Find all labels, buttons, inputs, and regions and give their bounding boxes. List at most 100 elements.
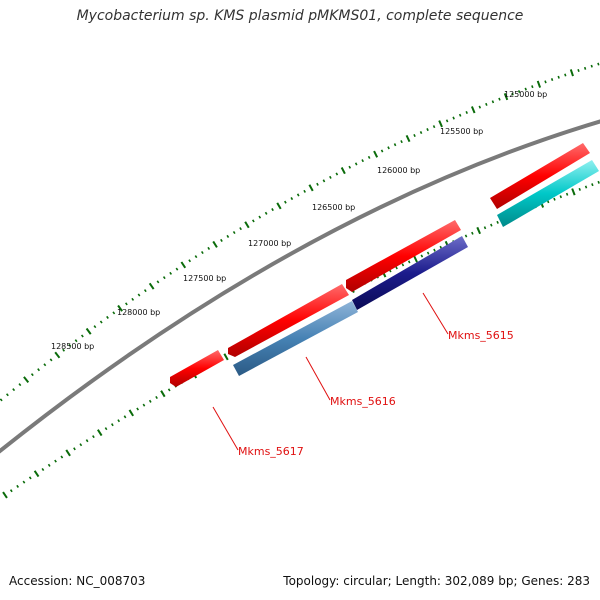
minor-tick <box>93 436 94 438</box>
gene-label[interactable]: Mkms_5615 <box>448 329 514 342</box>
major-tick <box>414 256 417 262</box>
minor-tick <box>349 166 350 168</box>
major-tick <box>24 377 28 382</box>
leader-line <box>213 407 238 450</box>
major-tick <box>224 354 227 360</box>
major-tick <box>87 328 91 334</box>
minor-tick <box>169 389 170 391</box>
minor-tick <box>82 335 84 337</box>
minor-tick <box>421 255 422 257</box>
major-tick <box>342 167 345 173</box>
minor-tick <box>7 394 9 396</box>
minor-tick <box>460 114 461 116</box>
minor-tick <box>447 120 448 122</box>
minor-tick <box>124 416 125 418</box>
ruler-label: 127000 bp <box>248 239 291 248</box>
minor-tick <box>434 125 435 127</box>
minor-tick <box>170 272 171 274</box>
ruler-label: 125500 bp <box>440 127 483 136</box>
major-tick <box>66 450 70 456</box>
minor-tick <box>579 188 580 190</box>
minor-tick <box>105 428 106 430</box>
minor-tick <box>227 235 228 237</box>
major-tick <box>571 69 573 76</box>
minor-tick <box>86 440 87 442</box>
minor-tick <box>356 163 357 165</box>
minor-tick <box>100 321 102 323</box>
minor-tick <box>421 131 422 133</box>
minor-tick <box>434 249 435 251</box>
minor-tick <box>396 267 397 269</box>
major-tick <box>472 107 475 113</box>
accession-text: Accession: NC_008703 <box>9 574 145 588</box>
minor-tick <box>598 181 599 183</box>
gene-label[interactable]: Mkms_5616 <box>330 395 396 408</box>
minor-tick <box>157 281 158 283</box>
forward-features <box>170 143 590 387</box>
minor-tick <box>466 111 467 113</box>
minor-tick <box>259 216 260 218</box>
minor-tick <box>132 298 133 300</box>
minor-tick <box>585 67 586 69</box>
minor-tick <box>427 128 428 130</box>
minor-tick <box>48 464 49 466</box>
minor-tick <box>234 231 235 233</box>
minor-tick <box>55 460 56 462</box>
major-tick <box>572 189 575 196</box>
minor-tick <box>428 252 429 254</box>
minor-tick <box>472 232 473 234</box>
minor-tick <box>118 420 119 422</box>
minor-tick <box>453 117 454 119</box>
minor-tick <box>479 106 480 108</box>
minor-tick <box>317 183 318 185</box>
minor-tick <box>112 424 113 426</box>
minor-tick <box>30 477 31 479</box>
minor-tick <box>94 326 96 328</box>
minor-tick <box>560 196 561 198</box>
minor-tick <box>565 74 566 76</box>
minor-tick <box>592 183 593 185</box>
minor-tick <box>126 303 128 305</box>
leader-line <box>423 293 448 334</box>
minor-tick <box>176 268 177 270</box>
major-tick <box>439 121 442 127</box>
major-tick <box>213 241 217 247</box>
topology-summary: Topology: circular; Length: 302,089 bp; … <box>283 574 590 588</box>
minor-tick <box>466 235 467 237</box>
ruler-label: 127500 bp <box>183 274 226 283</box>
minor-tick <box>32 374 34 376</box>
minor-tick <box>362 159 363 161</box>
minor-tick <box>497 221 498 223</box>
minor-tick <box>107 316 109 318</box>
gene-label[interactable]: Mkms_5617 <box>238 445 304 458</box>
major-tick <box>35 471 39 477</box>
ruler-label: 126500 bp <box>312 203 355 212</box>
ruler-label: 125000 bp <box>504 90 547 99</box>
major-tick <box>150 283 154 289</box>
minor-tick <box>369 156 370 158</box>
minor-tick <box>545 81 546 83</box>
minor-tick <box>80 444 81 446</box>
ruler-label: 128000 bp <box>117 308 160 317</box>
minor-tick <box>486 103 487 105</box>
minor-tick <box>591 65 592 67</box>
minor-tick <box>586 186 587 188</box>
major-tick <box>477 227 480 233</box>
minor-tick <box>401 140 402 142</box>
minor-tick <box>74 448 75 450</box>
minor-tick <box>19 384 21 386</box>
minor-tick <box>395 144 396 146</box>
minor-tick <box>554 198 555 200</box>
minor-tick <box>532 85 533 87</box>
minor-tick <box>499 98 500 100</box>
minor-tick <box>323 180 324 182</box>
ruler-label: 126000 bp <box>377 166 420 175</box>
minor-tick <box>291 197 292 199</box>
major-tick <box>129 410 133 416</box>
major-tick <box>98 430 102 436</box>
minor-tick <box>138 294 139 296</box>
minor-tick <box>491 224 492 226</box>
feature-arrow-forward[interactable] <box>170 350 224 387</box>
minor-tick <box>492 101 493 103</box>
